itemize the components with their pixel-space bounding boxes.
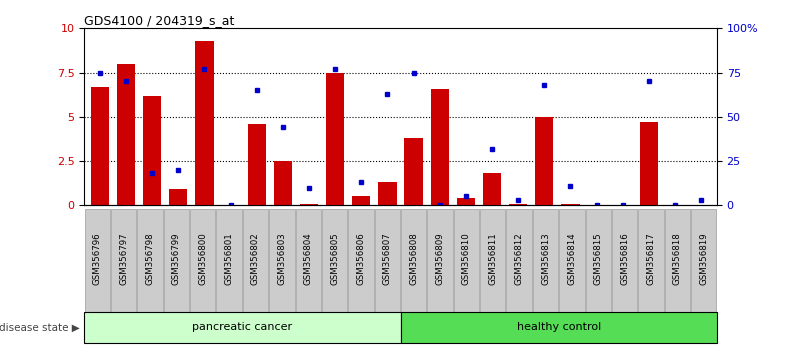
Bar <box>431 88 449 205</box>
Text: GSM356809: GSM356809 <box>436 232 445 285</box>
Text: GSM356800: GSM356800 <box>199 232 207 285</box>
Bar <box>143 96 161 205</box>
Bar <box>483 173 501 205</box>
Text: GSM356802: GSM356802 <box>251 232 260 285</box>
Bar <box>509 204 527 205</box>
Bar <box>535 117 553 205</box>
Text: GSM356804: GSM356804 <box>304 232 312 285</box>
Bar <box>117 64 135 205</box>
Bar <box>195 41 214 205</box>
Text: GSM356818: GSM356818 <box>673 232 682 285</box>
Text: GSM356813: GSM356813 <box>541 232 550 285</box>
Bar <box>274 161 292 205</box>
Bar <box>562 204 580 205</box>
Text: GSM356815: GSM356815 <box>594 232 602 285</box>
Text: healthy control: healthy control <box>517 322 601 332</box>
Text: GSM356796: GSM356796 <box>93 232 102 285</box>
Bar <box>352 196 370 205</box>
Text: GSM356810: GSM356810 <box>462 232 471 285</box>
Bar <box>326 73 344 205</box>
Text: GSM356819: GSM356819 <box>699 232 708 285</box>
Bar <box>457 198 475 205</box>
Text: GSM356806: GSM356806 <box>356 232 365 285</box>
Text: GSM356805: GSM356805 <box>330 232 339 285</box>
Text: GSM356799: GSM356799 <box>172 232 181 285</box>
Text: GSM356812: GSM356812 <box>515 232 524 285</box>
Text: pancreatic cancer: pancreatic cancer <box>192 322 292 332</box>
Text: GSM356811: GSM356811 <box>489 232 497 285</box>
Text: GSM356808: GSM356808 <box>409 232 418 285</box>
Text: GSM356797: GSM356797 <box>119 232 128 285</box>
Bar <box>248 124 266 205</box>
Text: GSM356798: GSM356798 <box>146 232 155 285</box>
Text: GSM356814: GSM356814 <box>567 232 577 285</box>
Bar <box>405 138 423 205</box>
Bar <box>378 182 396 205</box>
Text: GDS4100 / 204319_s_at: GDS4100 / 204319_s_at <box>84 14 235 27</box>
Bar <box>91 87 109 205</box>
Bar <box>169 189 187 205</box>
Bar <box>640 122 658 205</box>
Text: GSM356801: GSM356801 <box>224 232 234 285</box>
Text: disease state ▶: disease state ▶ <box>0 322 80 332</box>
Text: GSM356817: GSM356817 <box>646 232 655 285</box>
Text: GSM356816: GSM356816 <box>620 232 629 285</box>
Text: GSM356807: GSM356807 <box>383 232 392 285</box>
Text: GSM356803: GSM356803 <box>277 232 286 285</box>
